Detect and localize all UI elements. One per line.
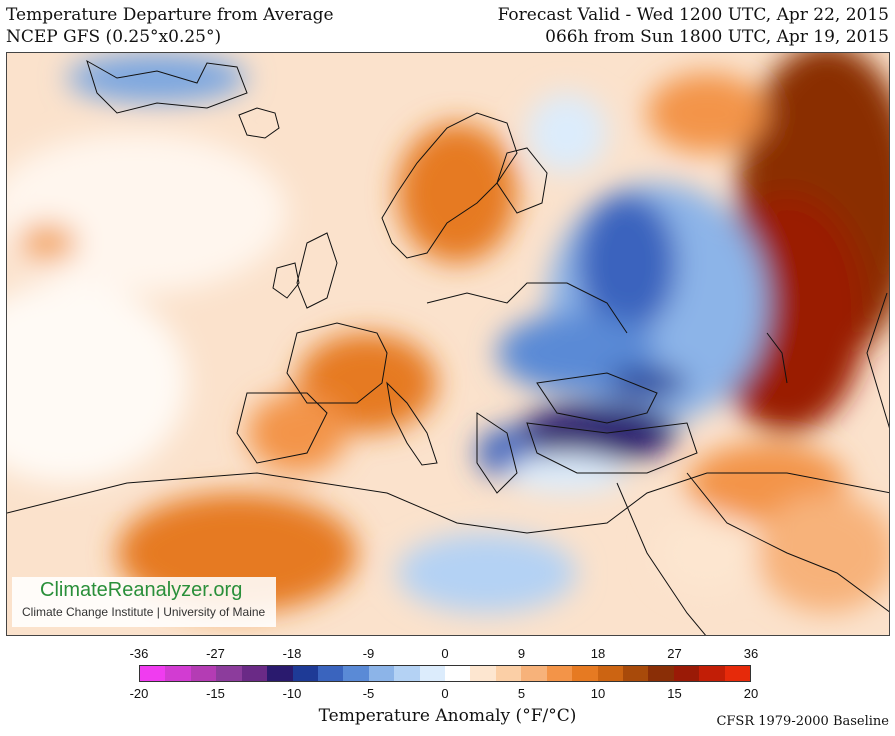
- site-name[interactable]: ClimateReanalyzer.org: [40, 579, 243, 601]
- baseline-note: CFSR 1979-2000 Baseline: [716, 714, 889, 729]
- land-outlines: [7, 59, 889, 635]
- colorbar-swatch: [190, 666, 217, 681]
- colorbar-swatch: [597, 666, 624, 681]
- map-title: Temperature Departure from Average: [6, 5, 334, 25]
- celsius-tick-label: 10: [590, 686, 606, 701]
- colorbar-swatch: [292, 666, 318, 681]
- colorbar-swatch: [368, 666, 395, 681]
- colorbar-swatch: [495, 666, 522, 681]
- fahrenheit-tick-label: 9: [517, 646, 526, 661]
- forecast-lead-time: 066h from Sun 1800 UTC, Apr 19, 2015: [545, 27, 889, 47]
- fahrenheit-tick-label: -36: [129, 646, 149, 661]
- celsius-tick-label: -10: [282, 686, 302, 701]
- anomaly-field: [7, 53, 889, 613]
- colorbar-swatch: [165, 666, 191, 681]
- colorbar-swatch: [572, 666, 598, 681]
- colorbar-swatch: [241, 666, 268, 681]
- colorbar-swatch: [216, 666, 242, 681]
- colorbar-swatch: [470, 666, 496, 681]
- fahrenheit-tick-label: -27: [206, 646, 225, 661]
- fahrenheit-tick-label: 27: [667, 646, 682, 661]
- colorbar-swatch: [673, 666, 700, 681]
- colorbar-swatch: [317, 666, 344, 681]
- colorbar-swatch: [623, 666, 649, 681]
- anomaly-map: [6, 52, 890, 636]
- celsius-tick-label: 20: [743, 686, 759, 701]
- celsius-tick-label: -5: [362, 686, 375, 701]
- fahrenheit-tick-label: 0: [441, 646, 449, 661]
- fahrenheit-tick-label: -9: [362, 646, 375, 661]
- fahrenheit-tick-label: 36: [743, 646, 759, 661]
- celsius-tick-label: 0: [441, 686, 449, 701]
- colorbar-swatch: [724, 666, 751, 681]
- forecast-valid-time: Forecast Valid - Wed 1200 UTC, Apr 22, 2…: [497, 5, 889, 25]
- colorbar-swatch: [445, 666, 471, 681]
- celsius-tick-label: 5: [517, 686, 526, 701]
- colorbar-swatch: [343, 666, 369, 681]
- fahrenheit-tick-label: 18: [590, 646, 606, 661]
- attribution-badge[interactable]: ClimateReanalyzer.org Climate Change Ins…: [12, 577, 276, 627]
- colorbar-swatch: [394, 666, 420, 681]
- model-label: NCEP GFS (0.25°x0.25°): [6, 27, 222, 47]
- institution-name: Climate Change Institute | University of…: [22, 605, 266, 619]
- colorbar-swatch: [699, 666, 725, 681]
- colorbar-swatch: [521, 666, 547, 681]
- celsius-tick-label: -20: [129, 686, 149, 701]
- celsius-tick-label: -15: [206, 686, 225, 701]
- colorbar-swatch: [140, 666, 166, 681]
- colorbar-swatch: [419, 666, 446, 681]
- colorbar-swatch: [546, 666, 573, 681]
- colorbar: [139, 665, 751, 682]
- celsius-tick-label: 15: [667, 686, 682, 701]
- colorbar-swatch: [267, 666, 293, 681]
- fahrenheit-tick-label: -18: [282, 646, 302, 661]
- colorbar-swatch: [648, 666, 674, 681]
- colorbar-title: Temperature Anomaly (°F/°C): [318, 706, 577, 726]
